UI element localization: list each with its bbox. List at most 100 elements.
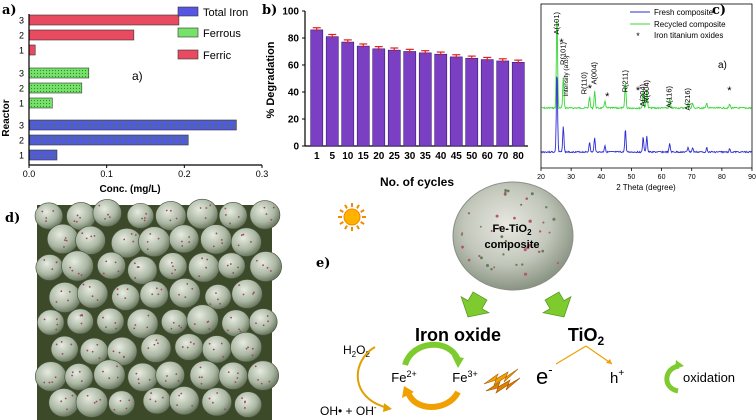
bead-speck — [70, 343, 73, 346]
fe3-label: Fe3+ — [452, 369, 477, 385]
bead-speck — [252, 291, 255, 294]
speck — [506, 189, 510, 193]
cycle-tick-label: 15 — [358, 151, 370, 162]
x-tick-label: 0.3 — [256, 169, 269, 179]
bead-speck — [102, 370, 104, 373]
bead-speck — [136, 266, 139, 268]
bead-speck — [226, 264, 229, 267]
degradation-bar-cycle-15 — [356, 45, 370, 147]
bead — [231, 279, 263, 309]
bead-speck — [112, 350, 115, 353]
bead-speck — [157, 342, 159, 345]
bead-speck — [161, 396, 164, 399]
panel-c-ylabel: Intensity (a.u.) — [563, 55, 570, 96]
cycle-tick-label: 20 — [373, 151, 385, 162]
bead-speck — [260, 382, 263, 385]
bead-speck — [116, 288, 119, 290]
panel-d: d) — [5, 198, 282, 420]
bead-speck — [201, 257, 203, 260]
cycle-tick-label: 35 — [420, 151, 432, 162]
bead-specks — [460, 189, 559, 276]
bead-speck — [238, 284, 241, 286]
bead-speck — [188, 241, 191, 244]
composite-label-line2: composite — [484, 239, 539, 251]
reactor-tick-label: 2 — [19, 84, 24, 94]
bead — [200, 224, 232, 255]
bead — [169, 278, 201, 309]
bead-speck — [204, 217, 207, 220]
bead — [126, 202, 154, 229]
bead-speck — [229, 263, 232, 265]
bead-speck — [146, 240, 149, 243]
bead — [230, 227, 262, 257]
legend-swatch — [177, 6, 199, 17]
lightning-icon — [483, 368, 521, 394]
bead-speck — [206, 321, 209, 324]
bead-speck — [175, 373, 178, 376]
tio2-label: TiO2 — [568, 325, 605, 348]
bead-speck — [171, 265, 174, 268]
degradation-bar-cycle-45 — [449, 56, 463, 147]
bead-speck — [170, 327, 173, 330]
bead-speck — [116, 365, 118, 368]
bead-speck — [85, 237, 88, 240]
bead-speck — [147, 314, 150, 317]
bead-speck — [263, 206, 266, 209]
speck — [528, 243, 531, 247]
bead-speck — [230, 316, 232, 319]
bead-speck — [178, 293, 180, 296]
bead-speck — [181, 245, 184, 247]
bead — [46, 223, 79, 255]
bead — [96, 307, 125, 335]
degradation-bar-cycle-70 — [496, 60, 510, 147]
bar-texture — [29, 120, 237, 130]
bead — [247, 360, 280, 391]
reactor-tick-label: 1 — [19, 99, 24, 109]
bead-speck — [242, 293, 245, 296]
bead-speck — [113, 408, 116, 411]
bead-speck — [116, 293, 119, 296]
legend-iron-titanium-label: Iron titanium oxides — [654, 31, 723, 40]
bead-speck — [189, 341, 192, 344]
degradation-bar-cycle-30 — [403, 51, 417, 147]
electron-label: e- — [536, 362, 553, 389]
peak-label: A(204) — [638, 84, 647, 107]
reactor-tick-label: 1 — [19, 46, 24, 56]
bead-speck — [236, 377, 239, 379]
bead-speck — [102, 316, 104, 319]
bead-speck — [208, 328, 211, 330]
bar-texture — [29, 98, 53, 108]
speck — [542, 221, 545, 224]
bead-speck — [52, 210, 55, 212]
bar-texture — [29, 68, 89, 78]
bead-speck — [144, 217, 146, 219]
degradation-bar-cycle-40 — [434, 53, 448, 147]
speck — [478, 254, 481, 258]
speck — [523, 248, 527, 252]
bead-speck — [242, 233, 245, 236]
bead-speck — [61, 352, 64, 355]
y-tick-label: 80 — [288, 34, 300, 45]
panel-b-xlabel: No. of cycles — [380, 175, 454, 189]
bead-speck — [98, 204, 101, 207]
bead-speck — [117, 270, 120, 273]
bead-speck — [180, 392, 183, 395]
bar-texture — [29, 150, 57, 160]
bead — [127, 256, 158, 285]
cycle-tick-label: 25 — [389, 151, 401, 162]
bead-speck — [220, 238, 223, 241]
x-tick-label: 90 — [748, 174, 756, 181]
bead-speck — [249, 241, 252, 243]
bead — [34, 361, 67, 392]
bead-speck — [146, 326, 149, 329]
bead-speck — [186, 346, 189, 349]
bead-speck — [43, 381, 46, 384]
bead-speck — [245, 347, 248, 350]
panel-a-ylabel: Reactor — [1, 99, 12, 136]
bead-speck — [164, 380, 167, 382]
bead-speck — [238, 328, 240, 331]
bead-speck — [188, 236, 191, 238]
panel-b-bars: 1 5 10 15 20 25 30 35 40 45 50 60 70 80 — [310, 27, 525, 162]
bead-speck — [91, 295, 94, 298]
bead-speck — [240, 234, 243, 237]
